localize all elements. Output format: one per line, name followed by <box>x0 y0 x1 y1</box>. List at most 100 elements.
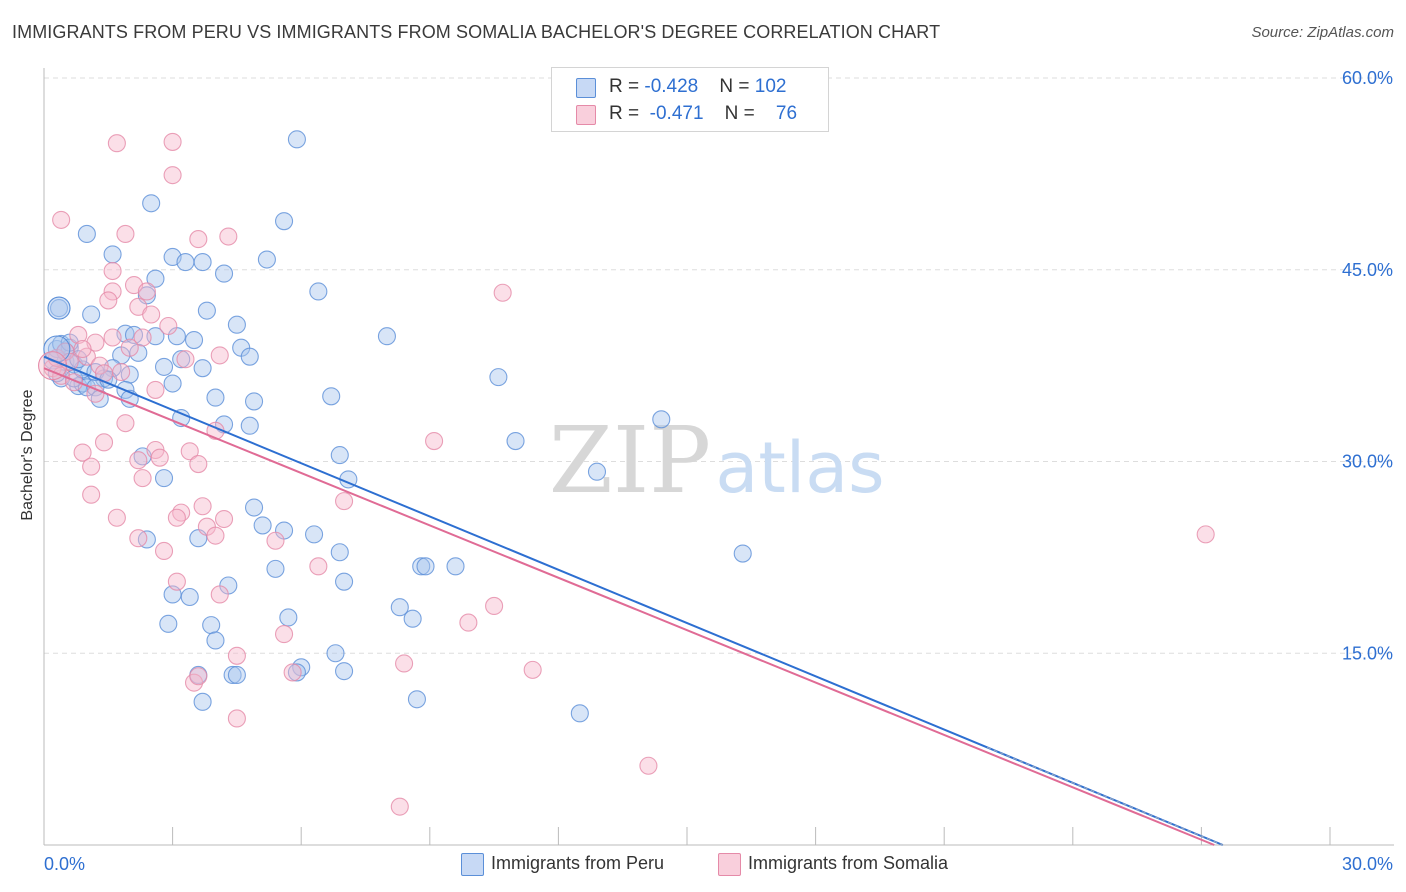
somalia-point <box>103 328 122 347</box>
somalia-point <box>133 328 152 347</box>
somalia-point <box>142 305 161 324</box>
trend-lines <box>43 355 1224 846</box>
n-value: 76 <box>775 103 798 124</box>
peru-point <box>407 690 426 709</box>
x-tick-label-min: 0.0% <box>44 854 85 874</box>
peru-point <box>240 347 259 366</box>
somalia-point <box>107 508 126 527</box>
y-tick-label: 30.0% <box>1342 452 1393 472</box>
somalia-point <box>73 339 92 359</box>
somalia-point <box>52 210 71 229</box>
n-label: N = <box>719 76 755 97</box>
n-label: N = <box>724 103 761 124</box>
somalia-point <box>227 646 246 665</box>
peru-point <box>193 359 212 378</box>
r-label: R = <box>609 76 645 97</box>
somalia-point <box>395 654 414 673</box>
watermark: ZIP atlas <box>549 407 885 514</box>
peru-point <box>142 194 161 213</box>
peru-point <box>330 446 349 465</box>
somalia-point <box>210 346 229 365</box>
somalia-point <box>1196 525 1215 544</box>
peru-point <box>390 598 409 617</box>
peru-trend-extension <box>986 746 1224 846</box>
somalia-point <box>309 557 328 576</box>
source-credit: Source: ZipAtlas.com <box>1251 24 1394 41</box>
peru-point <box>244 498 264 517</box>
somalia-point <box>485 596 504 616</box>
peru-point <box>330 543 349 562</box>
peru-point <box>322 387 341 406</box>
peru-point <box>266 559 285 578</box>
peru-point <box>416 557 435 576</box>
peru-point <box>103 245 122 264</box>
somalia-point <box>82 485 101 504</box>
somalia-point <box>214 509 234 529</box>
somalia-point <box>69 325 88 344</box>
peru-point <box>154 469 174 488</box>
somalia-point <box>73 443 92 462</box>
peru-point <box>326 644 345 663</box>
somalia-point <box>150 448 169 467</box>
peru-point <box>193 692 212 711</box>
somalia-point <box>120 338 139 357</box>
somalia-trend-line <box>43 367 1215 846</box>
peru-point <box>172 350 191 369</box>
data-points <box>38 130 1215 816</box>
somalia-point <box>129 529 148 548</box>
somalia-point <box>639 756 658 775</box>
somalia-point <box>82 457 101 476</box>
somalia-point <box>146 380 165 399</box>
somalia-swatch <box>576 105 596 125</box>
chart-title: IMMIGRANTS FROM PERU VS IMMIGRANTS FROM … <box>12 22 941 42</box>
r-label: R = <box>609 103 645 124</box>
somalia-point <box>219 227 238 246</box>
somalia-point <box>163 166 182 185</box>
somalia-point <box>103 261 122 281</box>
legend-text-somalia: R = -0.471 N = 76 <box>609 103 797 125</box>
somalia-point <box>137 282 156 301</box>
peru-point <box>287 663 306 682</box>
somalia-point <box>390 797 409 816</box>
n-value: 102 <box>754 76 787 97</box>
peru-point <box>159 614 178 633</box>
somalia-point <box>189 455 208 474</box>
somalia-point <box>176 350 195 369</box>
peru-point <box>377 327 396 346</box>
peru-point <box>180 587 199 607</box>
peru-point <box>403 609 422 628</box>
peru-point <box>197 301 216 320</box>
peru-point <box>489 368 508 387</box>
somalia-point <box>116 224 135 244</box>
somalia-point <box>493 283 512 302</box>
peru-point <box>176 253 195 272</box>
peru-point <box>305 525 324 544</box>
somalia-point <box>103 282 122 301</box>
peru-point <box>446 557 465 576</box>
peru-point <box>214 264 234 283</box>
somalia-point <box>335 492 354 511</box>
somalia-point <box>159 316 178 336</box>
peru-point <box>570 704 589 723</box>
peru-point <box>309 282 328 301</box>
peru-point <box>335 572 354 591</box>
somalia-point <box>107 134 126 153</box>
r-value: -0.471 <box>649 103 704 124</box>
somalia-point <box>266 531 285 550</box>
somalia-point <box>523 660 542 679</box>
watermark-atlas: atlas <box>715 427 884 509</box>
peru-point <box>253 516 272 535</box>
y-tick-label: 45.0% <box>1342 260 1393 280</box>
grid-lines <box>44 77 1394 654</box>
somalia-point <box>459 613 478 632</box>
somalia-point <box>167 508 186 527</box>
peru-point <box>244 392 264 411</box>
watermark-zip: ZIP <box>549 407 711 514</box>
peru-point <box>257 250 276 269</box>
somalia-point <box>189 230 208 249</box>
r-value: -0.428 <box>644 76 699 97</box>
peru-point <box>652 410 671 429</box>
peru-swatch <box>576 78 596 98</box>
somalia-point <box>163 132 182 151</box>
